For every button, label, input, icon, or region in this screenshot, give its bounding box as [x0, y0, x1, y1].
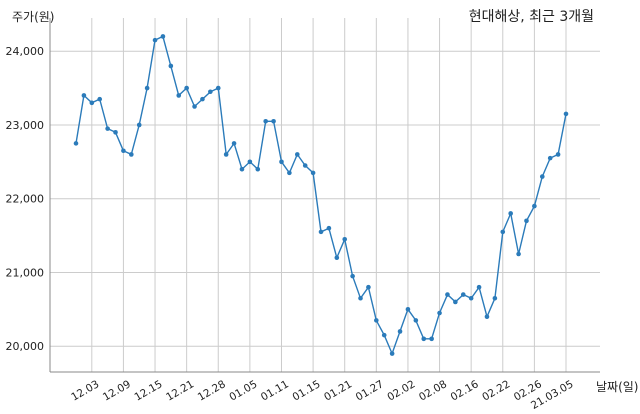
data-point	[136, 122, 142, 128]
data-point	[192, 104, 197, 109]
x-axis-label: 날짜(일)	[596, 380, 639, 394]
x-tick-label: 01.21	[322, 378, 354, 403]
data-point	[310, 170, 316, 176]
x-tick-label: 01.11	[259, 378, 291, 403]
grid-lines	[50, 18, 600, 372]
data-point	[405, 307, 411, 312]
x-tick-label: 02.08	[417, 378, 449, 403]
x-tick-label: 12.15	[132, 378, 164, 403]
data-point	[208, 89, 213, 95]
x-tick-label: 02.02	[385, 378, 417, 403]
data-point	[508, 211, 513, 216]
data-point	[152, 37, 158, 43]
data-point	[326, 225, 332, 231]
data-point	[73, 141, 79, 146]
data-point	[294, 152, 300, 157]
data-point	[342, 236, 348, 242]
data-point	[350, 273, 355, 279]
data-point	[460, 292, 466, 297]
data-point	[516, 251, 521, 257]
data-point	[421, 336, 427, 342]
data-point	[247, 159, 253, 165]
y-tick-label: 23,000	[6, 119, 45, 132]
data-point	[374, 318, 379, 323]
chart-title: 현대해상, 최근 3개월	[468, 9, 594, 25]
data-point	[524, 218, 529, 224]
data-point	[255, 166, 261, 172]
y-tick-label: 24,000	[6, 45, 45, 58]
data-point	[279, 159, 284, 165]
data-point	[532, 203, 537, 209]
x-tick-label: 01.05	[227, 378, 259, 403]
data-point	[121, 148, 126, 154]
data-point	[366, 284, 371, 290]
data-point	[492, 295, 498, 301]
x-tick-label: 12.03	[69, 378, 101, 403]
data-point	[239, 166, 245, 172]
y-tick-labels: 20,000 21,000 22,000 23,000 24,000	[6, 45, 45, 353]
data-point	[476, 284, 482, 290]
price-points	[73, 34, 569, 356]
data-point	[563, 111, 569, 117]
data-point	[555, 152, 561, 157]
data-point	[539, 174, 545, 179]
x-tick-label: 02.22	[480, 378, 512, 403]
data-point	[113, 130, 118, 135]
data-point	[105, 126, 110, 131]
x-tick-label: 01.15	[291, 378, 323, 403]
price-line	[75, 35, 567, 356]
data-point	[215, 85, 221, 91]
data-point	[287, 170, 292, 176]
data-point	[176, 93, 182, 98]
data-point	[223, 152, 229, 157]
data-point	[89, 100, 95, 106]
data-point	[429, 336, 434, 342]
x-tick-label: 12.09	[101, 378, 133, 403]
data-point	[445, 292, 450, 297]
data-point	[263, 118, 268, 124]
y-axis-label: 주가(원)	[12, 10, 55, 24]
x-tick-label: 12.28	[196, 378, 228, 403]
data-point	[168, 63, 174, 69]
data-point	[160, 34, 166, 39]
data-point	[184, 85, 189, 91]
data-point	[547, 155, 553, 161]
x-tick-label: 01.27	[354, 378, 386, 403]
data-point	[334, 255, 340, 260]
data-point	[231, 141, 237, 146]
data-point	[397, 329, 403, 334]
data-point	[358, 295, 363, 301]
data-point	[81, 93, 87, 98]
data-point	[318, 229, 324, 235]
data-point	[413, 318, 419, 323]
data-point	[144, 85, 150, 91]
y-tick-label: 21,000	[6, 266, 45, 279]
data-point	[381, 332, 387, 338]
axes	[49, 18, 600, 373]
data-point	[200, 96, 205, 102]
data-point	[302, 163, 308, 168]
data-point	[500, 229, 506, 235]
x-tick-labels: 12.03 12.09 12.15 12.21 12.28 01.05 01.11 01.15…	[69, 378, 575, 412]
data-point	[389, 351, 395, 356]
data-point	[484, 314, 490, 319]
y-tick-label: 22,000	[6, 193, 45, 206]
data-point	[129, 152, 134, 157]
data-point	[468, 295, 474, 301]
data-point	[437, 310, 442, 316]
data-point	[97, 96, 103, 102]
data-point	[453, 299, 458, 305]
data-point	[271, 118, 276, 124]
x-tick-label: 02.16	[449, 378, 481, 404]
y-tick-label: 20,000	[6, 340, 45, 353]
x-tick-label: 12.21	[164, 378, 196, 403]
